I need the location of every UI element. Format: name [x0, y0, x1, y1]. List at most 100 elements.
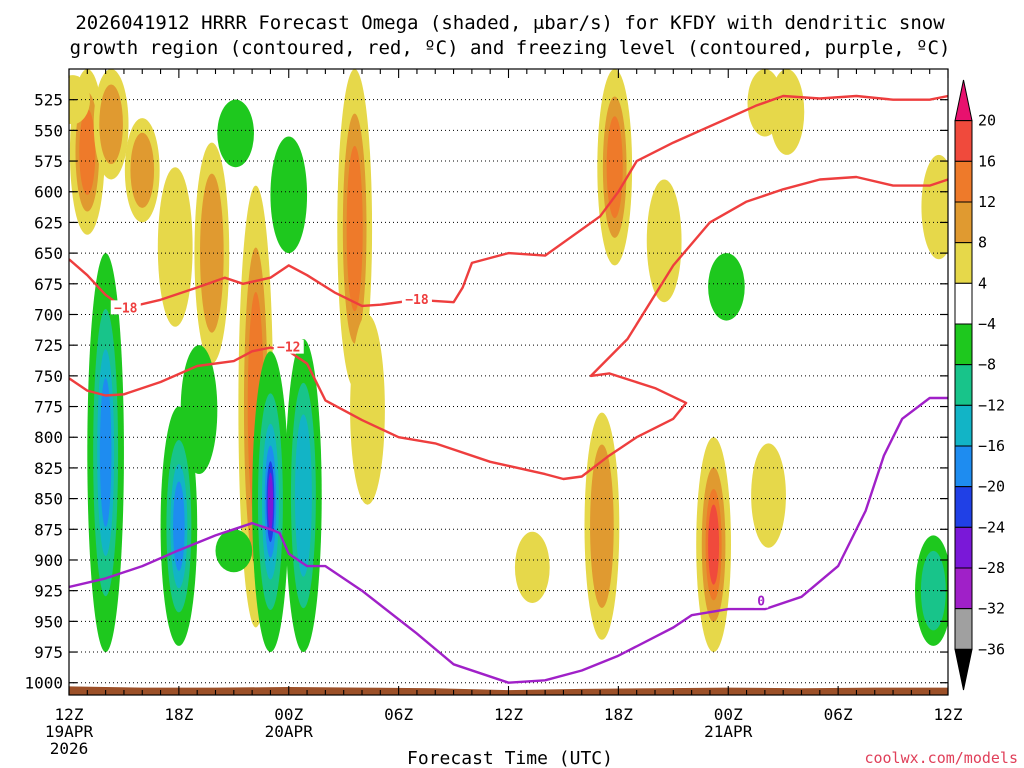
colorbar: 20 16 12 8 4 −4 −8 −12 −16 −20 −24 −28 −32 −36 — [954, 79, 1005, 691]
credit-link[interactable]: coolwx.com/models — [864, 749, 1018, 767]
omega-rising-8-level-4 — [350, 314, 385, 505]
y-tick-label-575: 575 — [34, 152, 63, 171]
y-tick-label-875: 875 — [34, 520, 63, 539]
colorbar-label-4: 4 — [978, 274, 987, 292]
y-tick-label-625: 625 — [34, 213, 63, 232]
colorbar-top-arrow — [954, 79, 973, 122]
omega-rising-2-level-8 — [99, 84, 123, 165]
omega-sinking-25-level-4 — [217, 99, 254, 168]
omega-rising-4-level-4 — [157, 167, 193, 327]
colorbar-label-8: −16 — [978, 437, 1005, 455]
omega-sinking-21-level-4 — [215, 529, 253, 573]
colorbar-swatch-13 — [954, 608, 973, 650]
contour-label-bg-0-1 — [401, 291, 432, 306]
omega-rising-11-level-4 — [646, 179, 682, 303]
x-tick-label-1: 18Z — [164, 705, 193, 724]
y-tick-label-775: 775 — [34, 398, 63, 417]
omega-sinking-20-level-4 — [180, 345, 218, 475]
x-date-label-6: 21APR — [704, 722, 753, 741]
colorbar-swatch-4 — [954, 242, 973, 284]
contour-label-bg-0-0 — [110, 300, 141, 315]
colorbar-label-3: 8 — [978, 234, 987, 252]
y-tick-label-650: 650 — [34, 244, 63, 263]
x-tick-label-0: 12Z — [55, 705, 84, 724]
y-tick-label-700: 700 — [34, 305, 63, 324]
contour-label-0-0: −18 — [114, 301, 138, 316]
x-date-label-0: 19APR — [45, 722, 94, 741]
x-tick-label-3: 06Z — [384, 705, 413, 724]
colorbar-swatch-3 — [954, 201, 973, 244]
colorbar-label-7: −12 — [978, 396, 1005, 414]
colorbar-label-5: −4 — [978, 315, 996, 333]
contour-label-1-0: −12 — [277, 341, 300, 356]
colorbar-swatch-6 — [954, 323, 973, 366]
contour-label-2-0: 0 — [757, 595, 765, 610]
contour-label-bg-1-0 — [273, 339, 304, 354]
colorbar-swatch-8 — [954, 404, 973, 447]
omega-sinking-26-level-4 — [708, 253, 745, 321]
y-tick-label-600: 600 — [34, 183, 63, 202]
omega-rising-12-level-8 — [590, 444, 614, 608]
x-tick-label-7: 06Z — [824, 705, 853, 724]
y-tick-label-850: 850 — [34, 490, 63, 509]
omega-rising-17-level-4 — [921, 154, 948, 260]
colorbar-bottom-arrow — [954, 648, 973, 691]
omega-sinking-22-level-24 — [267, 472, 274, 531]
colorbar-swatch-10 — [954, 486, 973, 528]
x-year-label-0: 2026 — [50, 739, 89, 758]
omega-shading — [69, 69, 948, 653]
y-tick-label-550: 550 — [34, 121, 63, 140]
y-tick-label-975: 975 — [34, 643, 63, 662]
y-tick-label-725: 725 — [34, 336, 63, 355]
y-axis: 525 550 575 600 625 650 675 700 725 750 775 800 825 8… — [24, 91, 948, 693]
x-tick-label-8: 12Z — [934, 705, 963, 724]
omega-sinking-18-level-16 — [99, 378, 112, 528]
grid-lines — [69, 99, 948, 684]
colorbar-swatch-1 — [954, 120, 973, 162]
colorbar-label-0: 20 — [978, 112, 996, 130]
colorbar-label-13: −36 — [978, 640, 1005, 658]
contour-line-0 — [69, 94, 948, 310]
colorbar-label-6: −8 — [978, 356, 996, 374]
omega-rising-1-level-4 — [69, 75, 91, 125]
omega-rising-16-level-4 — [751, 443, 786, 548]
y-tick-label-925: 925 — [34, 582, 63, 601]
omega-rising-0-level-12 — [79, 108, 96, 195]
contour-label-bg-2-0 — [754, 593, 769, 608]
omega-rising-3-level-8 — [130, 132, 155, 208]
y-tick-label-950: 950 — [34, 612, 63, 631]
x-tick-label-5: 18Z — [604, 705, 633, 724]
colorbar-label-11: −28 — [978, 559, 1005, 577]
x-tick-label-4: 12Z — [494, 705, 523, 724]
contour-label-0-1: −18 — [405, 293, 429, 308]
omega-rising-9-level-4 — [514, 531, 550, 603]
colorbar-swatch-11 — [954, 526, 973, 569]
x-tick-label-2: 00Z — [274, 705, 303, 724]
colorbar-label-9: −20 — [978, 478, 1005, 496]
y-tick-label-1000: 1000 — [24, 674, 63, 693]
colorbar-swatch-2 — [954, 160, 973, 203]
colorbar-swatch-7 — [954, 364, 973, 406]
x-axis-label: Forecast Time (UTC) — [407, 748, 613, 768]
omega-rising-7-level-12 — [346, 145, 363, 312]
colorbar-label-2: 12 — [978, 193, 996, 211]
contour-line-2 — [69, 396, 948, 684]
y-tick-label-900: 900 — [34, 551, 63, 570]
x-date-label-2: 20APR — [265, 722, 314, 741]
chart-title-line2: growth region (contoured, red, ºC) and f… — [70, 37, 951, 59]
omega-rising-15-level-4 — [769, 69, 805, 155]
colorbar-label-12: −32 — [978, 600, 1005, 618]
omega-rising-5-level-8 — [200, 173, 224, 333]
omega-sinking-24-level-4 — [270, 136, 308, 254]
y-tick-label-675: 675 — [34, 275, 63, 294]
contour-lines: −18 −18 −12 0 — [69, 94, 948, 684]
colorbar-swatch-9 — [954, 445, 973, 488]
colorbar-swatch-5 — [954, 282, 973, 325]
omega-sinking-19-level-16 — [173, 481, 185, 571]
chart-title-line1: 2026041912 HRRR Forecast Omega (shaded, … — [75, 12, 945, 34]
omega-rising-13-level-16 — [708, 504, 720, 585]
y-tick-label-525: 525 — [34, 91, 63, 110]
y-tick-label-750: 750 — [34, 367, 63, 386]
